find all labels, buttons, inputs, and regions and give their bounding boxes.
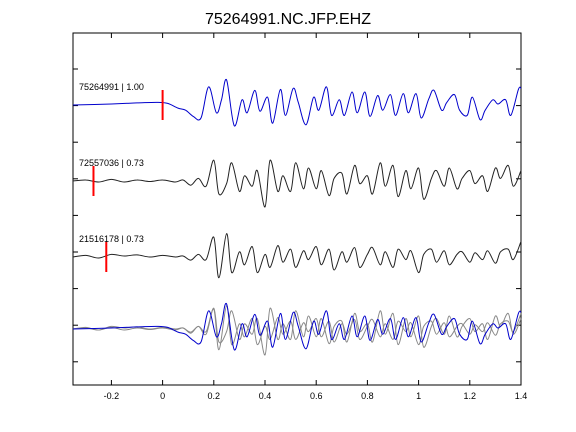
- overlay-traces: [72, 302, 522, 356]
- pick-markers: [92, 90, 164, 272]
- x-tick-label: 0.6: [310, 391, 323, 401]
- traces: [72, 78, 522, 279]
- trace-line-2: [72, 159, 522, 208]
- trace-label-2: 72557036 | 0.73: [79, 158, 144, 168]
- overlay-line-1: [72, 302, 522, 351]
- x-tick-label: 0.2: [208, 391, 221, 401]
- x-tick-label: 0.8: [361, 391, 374, 401]
- x-axis: -0.2 0 0.2 0.4 0.6 0.8 1 1.2 1.4: [104, 33, 528, 401]
- overlay-line-2: [72, 307, 522, 356]
- plot-frame: [72, 32, 522, 386]
- chart-title: 75264991.NC.JFP.EHZ: [205, 11, 371, 28]
- x-tick-label: 0.4: [259, 391, 272, 401]
- trace-line-3: [72, 233, 522, 279]
- trace-line-1: [72, 78, 522, 127]
- trace-label-3: 21516178 | 0.73: [79, 234, 144, 244]
- x-tick-label: 0: [160, 391, 165, 401]
- x-tick-label: 1.4: [515, 391, 528, 401]
- x-tick-label: 1.2: [464, 391, 477, 401]
- x-tick-label: -0.2: [104, 391, 120, 401]
- overlay-line-3: [72, 305, 522, 351]
- x-tick-label: 1: [416, 391, 421, 401]
- y-axis-ticks: [73, 68, 521, 363]
- trace-labels: 75264991 | 1.00 72557036 | 0.73 21516178 |…: [79, 82, 144, 244]
- trace-label-1: 75264991 | 1.00: [79, 82, 144, 92]
